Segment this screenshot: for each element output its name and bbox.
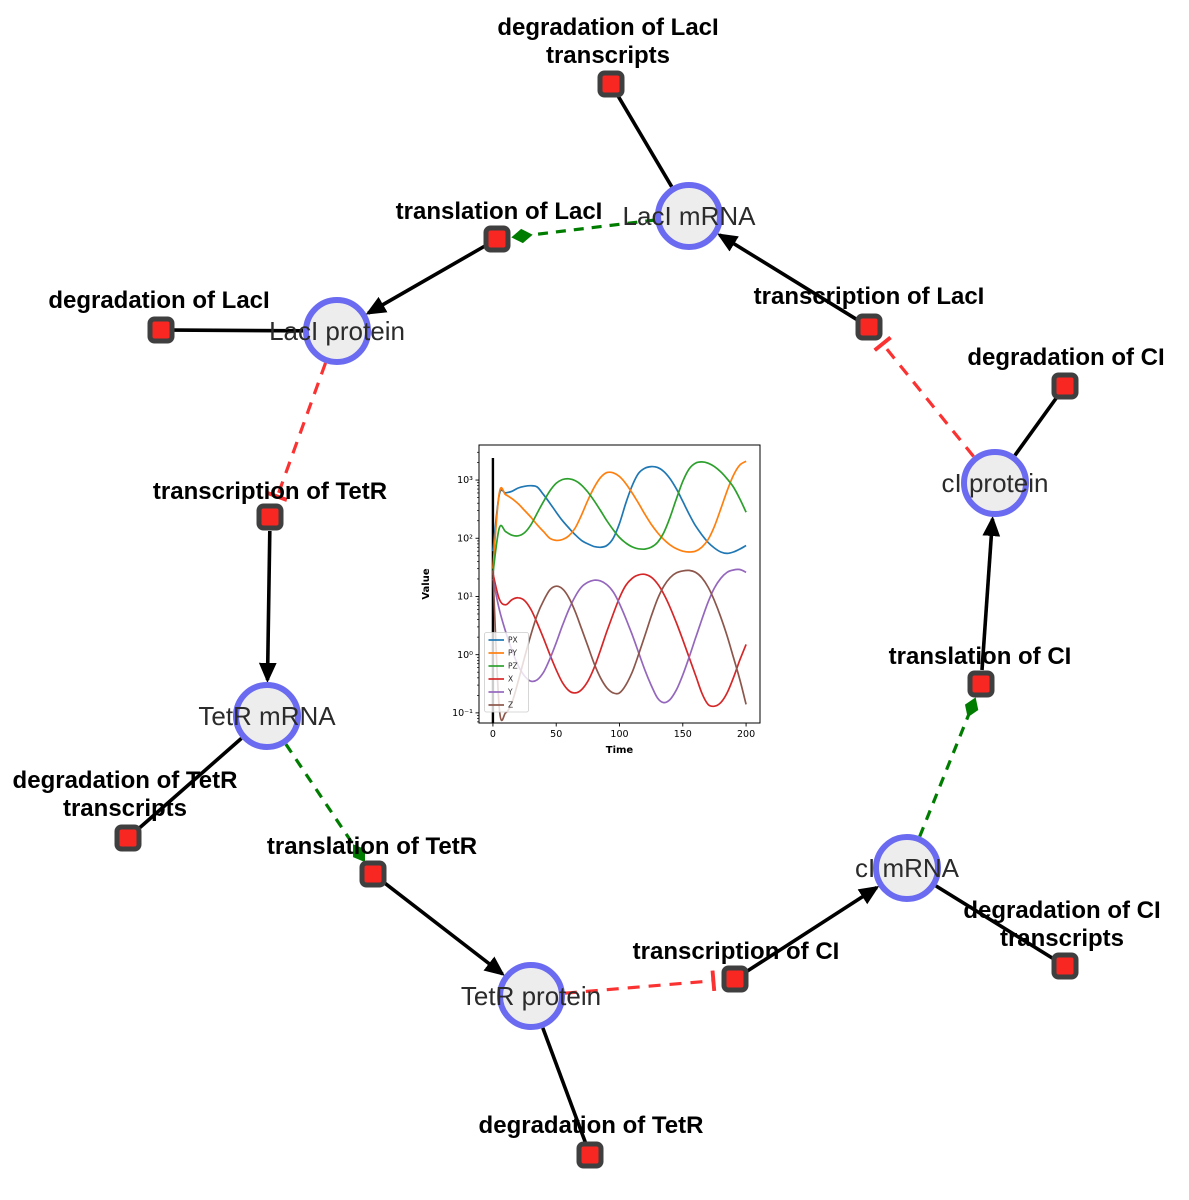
edge-ci-mrna--translation-of-ci xyxy=(918,697,979,838)
edge-ci-mrna--degradation-of-ci-transcripts xyxy=(934,884,1055,961)
reaction-label-degradation-of-tetr-transcripts: degradation of TetR transcripts xyxy=(13,767,238,823)
reaction-node-transcription-of-ci[interactable] xyxy=(721,965,749,993)
reaction-label-line: transcripts xyxy=(62,795,188,822)
edge-transcription-of-tetr--tetr-mrna xyxy=(258,530,277,684)
edge-laci-mrna--translation-of-laci xyxy=(511,218,656,244)
edge-tetr-mrna--degradation-of-tetr-transcripts xyxy=(136,737,243,831)
y-tick-label: 10⁰ xyxy=(457,650,473,661)
species-label-ci-mrna: cI mRNA xyxy=(855,853,959,883)
edge-ci-protein--degradation-of-ci xyxy=(1013,395,1059,457)
axes-frame xyxy=(478,444,761,724)
reaction-label-degradation-of-laci-transcripts: degradation of LacI transcripts xyxy=(497,14,718,70)
reaction-label-line: transcripts xyxy=(545,42,671,69)
x-tick-label: 200 xyxy=(737,729,755,740)
series-line-X xyxy=(492,573,747,708)
x-tick-label: 0 xyxy=(490,729,496,740)
legend-label-Z: Z xyxy=(508,701,513,710)
reaction-node-degradation-of-ci-transcripts[interactable] xyxy=(1051,952,1079,980)
x-tick-label: 100 xyxy=(610,729,628,740)
reaction-node-translation-of-tetr[interactable] xyxy=(359,860,387,888)
x-tick-label: 50 xyxy=(550,729,562,740)
x-tick-label: 150 xyxy=(674,729,692,740)
species-label-laci-mrna: LacI mRNA xyxy=(622,201,756,231)
reaction-label-line: transcripts xyxy=(999,925,1125,952)
species-label-tetr-protein: TetR protein xyxy=(460,981,602,1011)
reaction-label-degradation-of-ci: degradation of CI xyxy=(967,344,1164,372)
species-label-laci-protein: LacI protein xyxy=(269,316,405,346)
edge-tetr-protein--degradation-of-tetr xyxy=(541,1027,588,1144)
reaction-label-line: degradation of CI xyxy=(967,344,1165,371)
edge-laci-protein--transcription-of-tetr xyxy=(267,362,328,502)
reaction-label-translation-of-tetr: translation of TetR xyxy=(267,833,477,861)
reaction-label-line: translation of TetR xyxy=(266,833,478,860)
x-axis-label: Time xyxy=(606,745,634,756)
species-label-tetr-mrna: TetR mRNA xyxy=(198,701,336,731)
legend-label-PZ: PZ xyxy=(508,662,518,671)
edge-laci-mrna--degradation-of-laci-transcripts xyxy=(616,94,674,188)
reaction-label-transcription-of-tetr: transcription of TetR xyxy=(153,478,387,506)
series-line-Y xyxy=(492,568,747,704)
species-node-laci-protein[interactable] xyxy=(303,297,371,365)
reaction-label-translation-of-ci: translation of CI xyxy=(889,643,1072,671)
edge-transcription-of-laci--laci-mrna xyxy=(717,233,859,322)
reaction-node-transcription-of-laci[interactable] xyxy=(855,313,883,341)
reaction-label-line: degradation of LacI xyxy=(48,287,270,314)
chart-legend: PX PY PZ XYZ xyxy=(484,632,529,713)
legend-label-X: X xyxy=(508,675,513,684)
edge-ci-protein--transcription-of-laci xyxy=(873,335,975,458)
edge-tetr-protein--transcription-of-ci xyxy=(564,970,717,995)
reaction-node-degradation-of-laci[interactable] xyxy=(147,316,175,344)
reaction-label-line: translation of CI xyxy=(888,643,1072,670)
reaction-label-line: translation of LacI xyxy=(395,198,603,225)
reaction-node-degradation-of-tetr[interactable] xyxy=(576,1141,604,1169)
y-tick-label: 10² xyxy=(457,533,473,544)
y-tick-label: 10³ xyxy=(457,475,473,486)
y-axis-label: Value xyxy=(421,568,432,599)
reaction-label-degradation-of-laci: degradation of LacI xyxy=(48,287,269,315)
reaction-label-line: transcription of TetR xyxy=(152,478,388,505)
reaction-label-line: transcription of CI xyxy=(632,938,840,965)
series-line-PX xyxy=(492,465,747,555)
reaction-label-transcription-of-ci: transcription of CI xyxy=(633,938,840,966)
reaction-label-line: degradation of CI xyxy=(963,897,1161,924)
reaction-node-degradation-of-ci[interactable] xyxy=(1051,372,1079,400)
edge-transcription-of-ci--ci-mrna xyxy=(745,885,880,973)
species-node-tetr-protein[interactable] xyxy=(497,962,565,1030)
reaction-label-line: transcription of LacI xyxy=(753,283,985,310)
series-line-Z xyxy=(492,569,747,722)
series-line-PZ xyxy=(492,461,747,574)
edge-tetr-mrna--translation-of-tetr xyxy=(284,743,365,863)
reaction-node-translation-of-laci[interactable] xyxy=(483,225,511,253)
reaction-label-translation-of-laci: translation of LacI xyxy=(396,198,603,226)
species-node-ci-protein[interactable] xyxy=(961,449,1029,517)
edge-laci-protein--degradation-of-laci xyxy=(173,328,304,333)
reaction-node-transcription-of-tetr[interactable] xyxy=(256,503,284,531)
legend-label-Y: Y xyxy=(507,688,513,697)
reaction-label-degradation-of-ci-transcripts: degradation of CI transcripts xyxy=(963,897,1160,953)
time-series-plot: 10⁻¹ 10⁰ 10¹ 10² 10³ 0 50 100 150 200 Time Value PX P… xyxy=(415,428,785,773)
edge-translation-of-ci--ci-protein xyxy=(980,515,1001,671)
edge-translation-of-laci--laci-protein xyxy=(365,244,486,315)
species-label-ci-protein: cI protein xyxy=(941,468,1049,498)
series-line-PY xyxy=(492,460,747,569)
legend-label-PY: PY xyxy=(508,649,517,658)
species-node-ci-mrna[interactable] xyxy=(873,834,941,902)
y-tick-label: 10⁻¹ xyxy=(452,708,473,719)
legend-label-PX: PX xyxy=(508,636,518,645)
reaction-node-degradation-of-tetr-transcripts[interactable] xyxy=(114,824,142,852)
reaction-node-translation-of-ci[interactable] xyxy=(967,670,995,698)
reaction-label-degradation-of-tetr: degradation of TetR xyxy=(479,1112,704,1140)
y-tick-label: 10¹ xyxy=(457,592,473,603)
species-node-laci-mrna[interactable] xyxy=(655,182,723,250)
reaction-label-line: degradation of TetR xyxy=(478,1112,704,1139)
reaction-label-transcription-of-laci: transcription of LacI xyxy=(754,283,985,311)
reaction-node-degradation-of-laci-transcripts[interactable] xyxy=(597,70,625,98)
species-node-tetr-mrna[interactable] xyxy=(233,682,301,750)
edge-translation-of-tetr--tetr-protein xyxy=(383,881,505,976)
reaction-label-line: degradation of LacI xyxy=(497,14,719,41)
reaction-label-line: degradation of TetR xyxy=(12,767,238,794)
